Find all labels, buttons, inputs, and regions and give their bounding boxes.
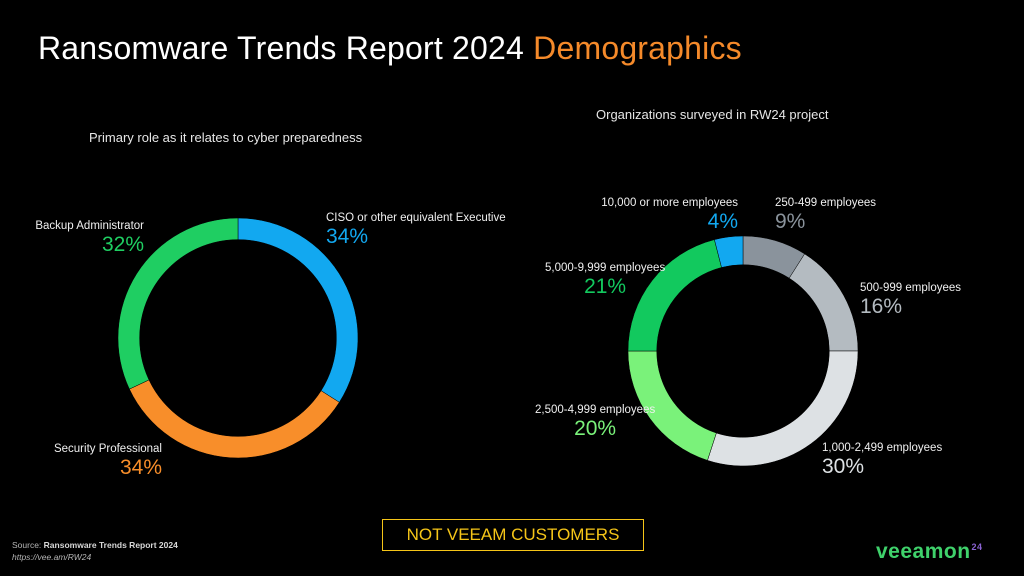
role-label-pct: 32% [101, 233, 144, 256]
org-label-pct: 16% [860, 295, 903, 318]
donut-slice-500-999-employees [788, 253, 859, 352]
org-label-name: 2,500-4,999 employees [535, 404, 656, 416]
not-customers-banner: NOT VEEAM CUSTOMERS [382, 519, 644, 551]
role-label-name: CISO or other equivalent Executive [326, 212, 506, 224]
org-label-2500-4999: 2,500-4,999 employees 20% [535, 404, 655, 441]
org-label-name: 500-999 employees [860, 282, 962, 294]
role-label-pct: 34% [119, 456, 162, 479]
org-label-pct: 20% [574, 417, 617, 440]
org-label-pct: 21% [584, 275, 627, 298]
role-label-name: Security Professional [53, 443, 162, 455]
source-title: Ransomware Trends Report 2024 [43, 540, 178, 550]
org-label-name: 1,000-2,499 employees [822, 442, 943, 454]
donut-slice-backup-administrator [117, 217, 239, 390]
slide-title-main: Ransomware Trends Report 2024 [38, 30, 525, 66]
logo-sup: 24 [971, 542, 983, 552]
org-label-name: 5,000-9,999 employees [545, 262, 666, 274]
org-label-name: 250-499 employees [775, 197, 877, 209]
role-label-backup-admin: Backup Administrator 32% [35, 220, 144, 257]
org-chart-title: Organizations surveyed in RW24 project [596, 107, 829, 122]
role-donut-chart [117, 217, 359, 459]
org-label-10000-plus: 10,000 or more employees 4% [601, 197, 738, 234]
donut-slice-10-000-or-more-employees [714, 235, 744, 268]
slide-title-accent: Demographics [533, 30, 742, 66]
org-label-250-499: 250-499 employees 9% [775, 197, 876, 234]
logo-on: on [943, 540, 971, 563]
org-label-pct: 9% [775, 210, 806, 233]
source-note: Source: Ransomware Trends Report 2024 ht… [12, 540, 178, 562]
org-label-1000-2499: 1,000-2,499 employees 30% [822, 442, 942, 479]
role-label-ciso: CISO or other equivalent Executive 34% [326, 212, 506, 249]
role-chart-title: Primary role as it relates to cyber prep… [89, 130, 363, 145]
slide-title: Ransomware Trends Report 2024 Demographi… [38, 30, 742, 67]
org-label-name: 10,000 or more employees [601, 197, 738, 209]
role-label-pct: 34% [326, 225, 369, 248]
org-label-500-999: 500-999 employees 16% [860, 282, 961, 319]
org-label-5000-9999: 5,000-9,999 employees 21% [545, 262, 665, 299]
role-label-name: Backup Administrator [35, 220, 144, 232]
veeamon-logo: veeamon24 [876, 540, 983, 564]
source-prefix: Source: [12, 540, 42, 550]
org-label-pct: 30% [822, 455, 865, 478]
source-url: https://vee.am/RW24 [12, 552, 92, 562]
org-label-pct: 4% [707, 210, 738, 233]
role-label-security-pro: Security Professional 34% [54, 443, 162, 480]
logo-text: veeam [876, 540, 944, 563]
org-size-donut-chart [627, 235, 859, 467]
